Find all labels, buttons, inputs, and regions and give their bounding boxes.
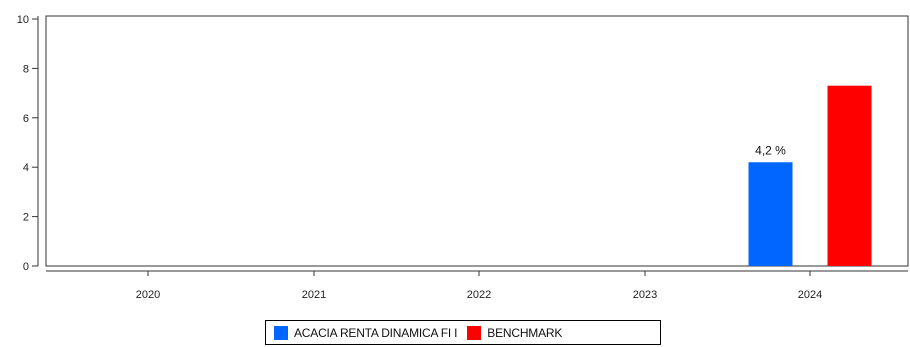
x-tick-label: 2022 bbox=[467, 289, 491, 301]
bar-series-2-2024 bbox=[827, 85, 872, 266]
plot-frame bbox=[45, 15, 909, 267]
legend-swatch-series-1 bbox=[274, 325, 288, 340]
y-tick-label: 0 bbox=[23, 261, 29, 273]
y-tick-label: 4 bbox=[23, 162, 29, 174]
y-tick-label: 2 bbox=[23, 212, 29, 224]
legend: ACACIA RENTA DINAMICA FI I BENCHMARK bbox=[265, 320, 661, 345]
x-tick-label: 2021 bbox=[302, 289, 326, 301]
legend-label-series-1: ACACIA RENTA DINAMICA FI I bbox=[294, 325, 458, 340]
bar-series-1-2024 bbox=[748, 162, 793, 266]
legend-item-series-1: ACACIA RENTA DINAMICA FI I bbox=[274, 325, 458, 340]
x-tick-label: 2023 bbox=[633, 289, 657, 301]
legend-swatch-series-2 bbox=[467, 325, 482, 340]
y-tick-label: 10 bbox=[17, 14, 29, 26]
x-tick-label: 2024 bbox=[798, 289, 822, 301]
y-tick-label: 6 bbox=[23, 113, 29, 125]
data-labels: 4,2 % bbox=[755, 143, 786, 157]
x-tick-label: 2020 bbox=[136, 289, 160, 301]
legend-label-series-2: BENCHMARK bbox=[487, 325, 563, 340]
y-tick-label: 8 bbox=[23, 63, 29, 75]
y-ticks: 0 2 4 6 8 10 bbox=[17, 14, 38, 273]
legend-item-series-2: BENCHMARK bbox=[467, 325, 563, 340]
x-ticks: 2020 2021 2022 2023 2024 bbox=[136, 271, 822, 301]
chart: 0 2 4 6 8 10 2020 2021 2022 2023 2024 4,2 % bbox=[17, 14, 909, 301]
bars bbox=[748, 85, 872, 266]
data-label-series-1-2024: 4,2 % bbox=[755, 143, 786, 157]
